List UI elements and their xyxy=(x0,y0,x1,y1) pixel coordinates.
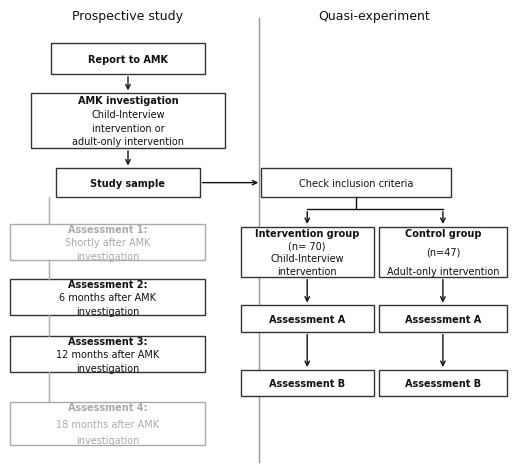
Bar xyxy=(379,370,507,396)
Text: intervention or: intervention or xyxy=(92,123,164,133)
Bar xyxy=(31,94,225,149)
Text: Study sample: Study sample xyxy=(91,178,165,188)
Text: (n= 70): (n= 70) xyxy=(288,241,326,251)
Text: investigation: investigation xyxy=(76,363,139,373)
Text: Assessment 3:: Assessment 3: xyxy=(68,336,147,346)
Bar xyxy=(10,280,205,316)
Text: investigation: investigation xyxy=(76,251,139,261)
Bar xyxy=(10,402,205,445)
Text: Assessment 4:: Assessment 4: xyxy=(68,402,147,412)
Text: AMK investigation: AMK investigation xyxy=(78,96,178,106)
Bar xyxy=(379,306,507,332)
Text: Intervention group: Intervention group xyxy=(255,228,359,238)
Text: 18 months after AMK: 18 months after AMK xyxy=(56,419,159,428)
Bar xyxy=(379,228,507,277)
Text: (n=47): (n=47) xyxy=(425,248,460,257)
Text: Control group: Control group xyxy=(404,228,481,238)
Text: Assessment 2:: Assessment 2: xyxy=(68,279,147,289)
Text: Shortly after AMK: Shortly after AMK xyxy=(65,238,150,248)
Text: Report to AMK: Report to AMK xyxy=(88,55,168,64)
Text: Check inclusion criteria: Check inclusion criteria xyxy=(298,178,413,188)
Bar xyxy=(261,169,451,198)
Bar xyxy=(241,370,374,396)
Text: intervention: intervention xyxy=(278,266,337,276)
Text: Child-Interview: Child-Interview xyxy=(270,254,344,264)
Text: investigation: investigation xyxy=(76,306,139,316)
Bar xyxy=(10,225,205,261)
Text: Prospective study: Prospective study xyxy=(73,10,183,23)
Text: Assessment A: Assessment A xyxy=(269,314,345,324)
Text: Assessment B: Assessment B xyxy=(269,378,345,388)
Bar xyxy=(10,337,205,372)
Bar xyxy=(51,44,205,75)
Text: Quasi-experiment: Quasi-experiment xyxy=(318,10,430,23)
Text: adult-only intervention: adult-only intervention xyxy=(72,137,184,147)
Bar xyxy=(56,169,200,198)
Text: 6 months after AMK: 6 months after AMK xyxy=(59,293,156,302)
Text: investigation: investigation xyxy=(76,435,139,445)
Text: Child-Interview: Child-Interview xyxy=(91,109,165,119)
Bar xyxy=(241,306,374,332)
Text: Assessment B: Assessment B xyxy=(405,378,481,388)
Text: Adult-only intervention: Adult-only intervention xyxy=(387,266,499,276)
Text: Assessment 1:: Assessment 1: xyxy=(68,224,147,234)
Text: Assessment A: Assessment A xyxy=(405,314,481,324)
Text: 12 months after AMK: 12 months after AMK xyxy=(56,350,159,359)
Bar xyxy=(241,228,374,277)
